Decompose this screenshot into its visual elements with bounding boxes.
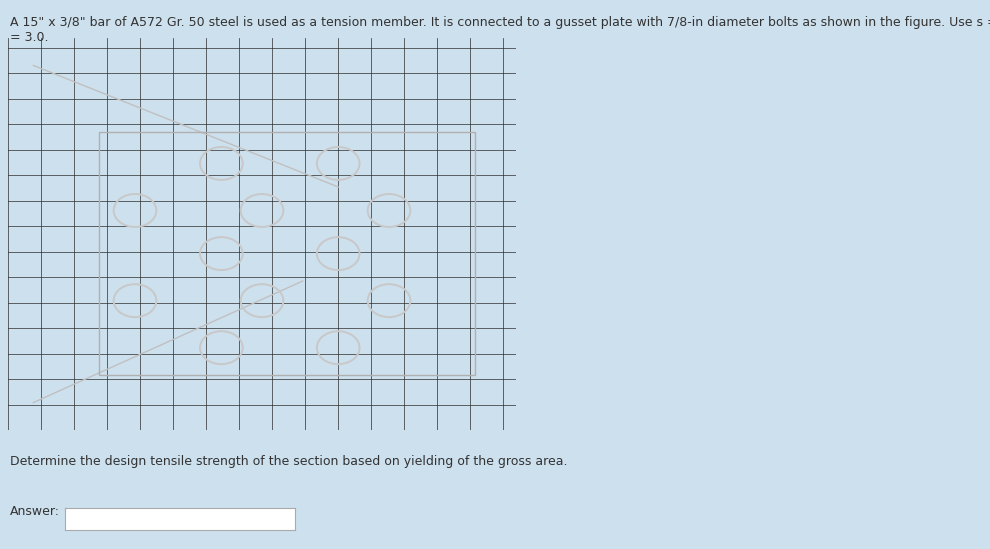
Text: A 15" x 3/8" bar of A572 Gr. 50 steel is used as a tension member. It is connect: A 15" x 3/8" bar of A572 Gr. 50 steel is… <box>10 16 990 44</box>
Text: Determine the design tensile strength of the section based on yielding of the gr: Determine the design tensile strength of… <box>10 455 567 468</box>
Text: Answer:: Answer: <box>10 505 60 518</box>
Bar <box>99 132 475 375</box>
